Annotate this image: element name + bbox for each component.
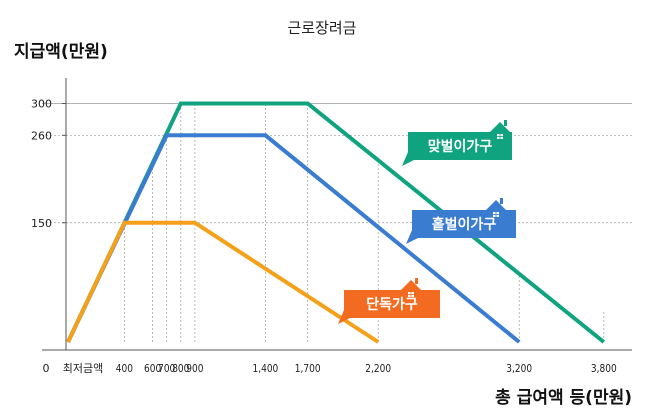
house-body (401, 280, 421, 300)
label-text: 홑벌이가구 (432, 216, 497, 233)
label-text: 맞벌이가구 (428, 138, 493, 155)
house-body (486, 200, 506, 220)
house-chimney (504, 120, 507, 126)
house-icon (490, 120, 510, 142)
axes (42, 78, 632, 351)
label-box (402, 132, 512, 166)
x-tick-label: 2,200 (365, 363, 391, 375)
minimum-amount-label: 최저금액 (63, 362, 103, 375)
label-text: 단독가구 (366, 296, 418, 313)
x-tick-label: 700 (158, 363, 175, 375)
x-tick-label: 3,800 (591, 363, 617, 375)
x-tick-label: 1,700 (295, 363, 321, 375)
series-label-홑벌이가구: 홑벌이가구 (406, 198, 516, 244)
house-chimney (415, 278, 418, 284)
chart-title: 근로장려금 (287, 19, 356, 37)
x-tick-label: 800 (172, 363, 189, 375)
origin-label: 0 (43, 362, 50, 375)
series-label-맞벌이가구: 맞벌이가구 (402, 120, 512, 166)
x-tick-label: 1,400 (253, 363, 279, 375)
series-line-단독가구 (66, 220, 380, 344)
y-tick-label: 150 (31, 217, 52, 230)
x-tick-label: 900 (186, 363, 203, 375)
house-icon (486, 198, 506, 220)
x-tick-label: 600 (144, 363, 161, 375)
series-line-홑벌이가구 (66, 133, 521, 344)
y-tick-labels: 150 260 300 (31, 98, 52, 230)
guide-lines (42, 103, 632, 342)
house-chimney (500, 198, 503, 204)
y-axis-label: 지급액(만원) (14, 42, 108, 62)
house-icon (401, 278, 421, 300)
y-tick-label: 260 (31, 129, 52, 142)
x-tick-label: 400 (116, 363, 133, 375)
series-label-단독가구: 단독가구 (338, 278, 440, 324)
house-body (490, 122, 510, 142)
x-axis-label: 총 급여액 등(만원) (495, 388, 632, 408)
x-tick-label: 3,200 (506, 363, 532, 375)
y-tick-label: 300 (31, 98, 52, 111)
